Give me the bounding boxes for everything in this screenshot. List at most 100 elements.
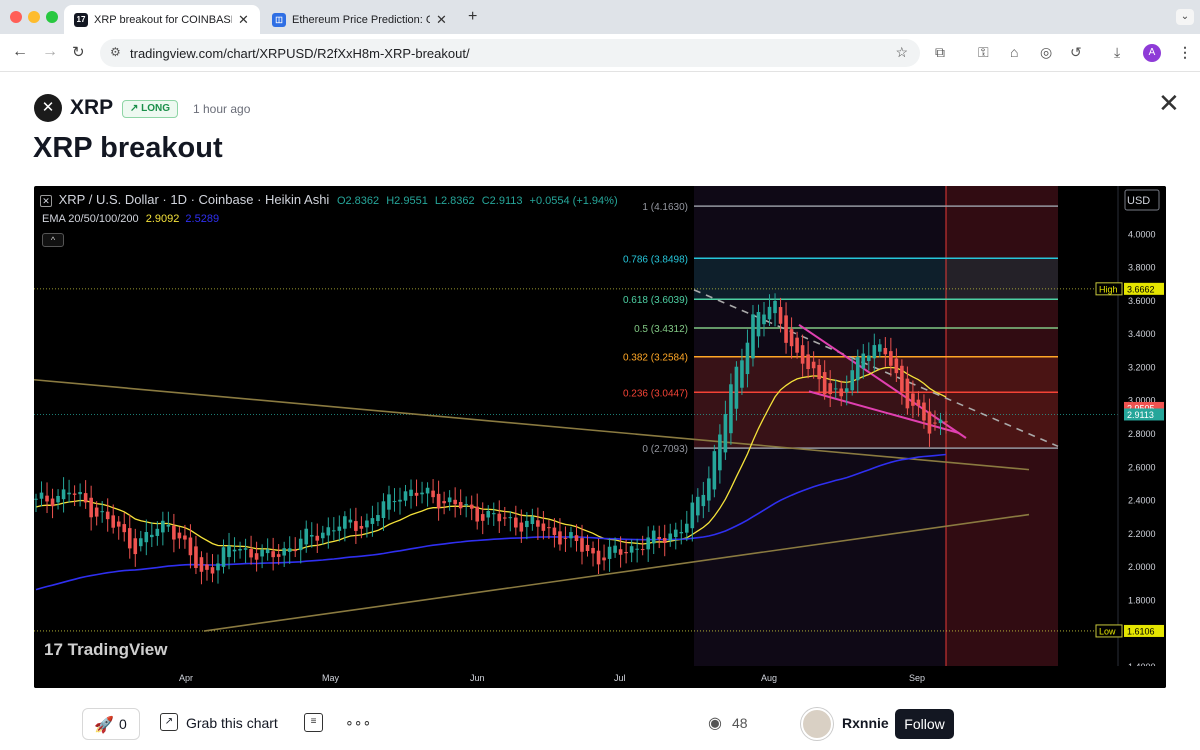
site-info-icon[interactable]: ⚙: [110, 45, 121, 59]
boost-count: 0: [119, 716, 127, 732]
arrow-up-right-icon: ↗: [130, 103, 142, 114]
y-tick-label: 3.2000: [1128, 362, 1156, 372]
new-tab-button[interactable]: +: [468, 8, 478, 25]
candle: [536, 520, 540, 527]
collapse-legend-button[interactable]: ^: [42, 233, 64, 247]
candle: [778, 307, 783, 324]
download-icon[interactable]: ⤓: [1114, 44, 1121, 60]
profile-avatar[interactable]: A: [1143, 44, 1161, 62]
candle: [822, 372, 827, 395]
candle: [111, 515, 116, 528]
bookmark-star-icon[interactable]: ☆: [895, 44, 908, 60]
tab-xrp-breakout[interactable]: 17 XRP breakout for COINBASE: ✕: [64, 5, 260, 34]
high-side-tag: [1095, 282, 1123, 296]
candle: [205, 564, 209, 570]
candle: [574, 535, 579, 542]
candle: [927, 411, 932, 434]
candle: [878, 344, 882, 352]
author-avatar[interactable]: [801, 708, 833, 740]
candle: [260, 549, 264, 557]
url-text: tradingview.com/chart/XRPUSD/R2fXxH8m-XR…: [130, 46, 470, 61]
tab-search-icon[interactable]: ⌄: [1176, 9, 1194, 25]
candle: [922, 402, 926, 421]
follow-button[interactable]: Follow: [895, 709, 954, 739]
y-tick-label: 4.0000: [1128, 229, 1156, 239]
back-icon[interactable]: ←: [12, 43, 28, 60]
price-chart[interactable]: 1 (4.1630) 0.786 (3.8498) 0.618 (3.6039) 0.…: [34, 186, 1166, 688]
close-tab-icon[interactable]: ✕: [238, 11, 249, 27]
candle: [872, 345, 877, 359]
candle: [541, 523, 546, 531]
candle: [684, 523, 689, 533]
candle: [436, 493, 441, 509]
candle: [337, 526, 342, 531]
candle: [403, 491, 408, 501]
candle: [72, 493, 77, 495]
candle: [491, 513, 496, 515]
candle: [39, 492, 44, 499]
candle: [734, 366, 739, 409]
author-name[interactable]: Rxnnie: [842, 715, 889, 731]
candle: [309, 535, 314, 537]
translate-icon[interactable]: ⌂: [1010, 44, 1019, 60]
fib-label-0: 1 (4.1630): [642, 202, 688, 213]
candle: [707, 478, 711, 501]
history-icon[interactable]: ↺: [1070, 44, 1082, 60]
last-price-tag-text: 2.9113: [1127, 410, 1154, 420]
candle: [138, 538, 143, 547]
candle: [243, 548, 248, 550]
candle: [376, 515, 380, 522]
minimize-window-button[interactable]: [28, 11, 40, 23]
close-tab-icon[interactable]: ✕: [436, 11, 447, 27]
resistance-trendline: [34, 378, 1030, 471]
candle: [585, 544, 590, 552]
candle: [34, 498, 38, 500]
candle: [723, 414, 728, 453]
candle: [651, 530, 656, 544]
candle: [56, 495, 60, 503]
password-key-icon[interactable]: ⚿: [978, 44, 989, 60]
high-side-tag-text: High: [1099, 284, 1118, 294]
y-tick-label: 3.0000: [1128, 396, 1156, 406]
candle: [784, 315, 788, 343]
candle: [624, 551, 628, 554]
chart-canvas[interactable]: 1 (4.1630) 0.786 (3.8498) 0.618 (3.6039) 0.…: [34, 186, 1166, 688]
candle: [916, 399, 921, 406]
more-options-icon[interactable]: ∘∘∘: [345, 714, 372, 730]
candle: [265, 549, 270, 554]
close-window-button[interactable]: [10, 11, 22, 23]
candle: [839, 388, 844, 397]
candle: [365, 520, 369, 528]
candle: [911, 393, 915, 406]
candle: [320, 532, 325, 539]
zoom-window-button[interactable]: [46, 11, 58, 23]
x-tick-label: Sep: [909, 673, 925, 683]
browser-menu-icon[interactable]: ⋮: [1178, 44, 1192, 60]
forward-icon[interactable]: →: [42, 43, 58, 60]
candle: [591, 547, 595, 554]
tab-ethereum-prediction[interactable]: ◫ Ethereum Price Prediction: Co ✕: [262, 5, 458, 34]
candle: [127, 528, 132, 549]
close-icon[interactable]: ✕: [1158, 88, 1180, 118]
low-side-tag-text: Low: [1099, 626, 1116, 636]
address-bar[interactable]: ⚙ tradingview.com/chart/XRPUSD/R2fXxH8m-…: [100, 39, 920, 67]
candle: [61, 489, 66, 500]
candle: [381, 501, 386, 519]
candle: [668, 533, 673, 541]
comment-icon[interactable]: ≡: [304, 713, 323, 732]
candle: [453, 499, 457, 505]
candle: [795, 337, 799, 353]
candle: [232, 549, 237, 552]
candle: [221, 547, 226, 567]
symbol-line[interactable]: XRP / U.S. Dollar · 1D · Coinbase · Heik…: [58, 192, 330, 207]
extensions-icon[interactable]: ⧉: [935, 44, 945, 60]
boost-button[interactable]: 🚀 0: [82, 708, 140, 740]
lens-icon[interactable]: ◎: [1040, 44, 1053, 60]
candle: [293, 550, 298, 552]
reload-icon[interactable]: ↻: [72, 44, 85, 61]
candle: [480, 514, 485, 521]
symbol-name[interactable]: XRP: [70, 96, 114, 119]
candle: [740, 360, 744, 388]
candle: [718, 434, 722, 471]
tradingview-logo-icon: 17: [44, 640, 68, 659]
